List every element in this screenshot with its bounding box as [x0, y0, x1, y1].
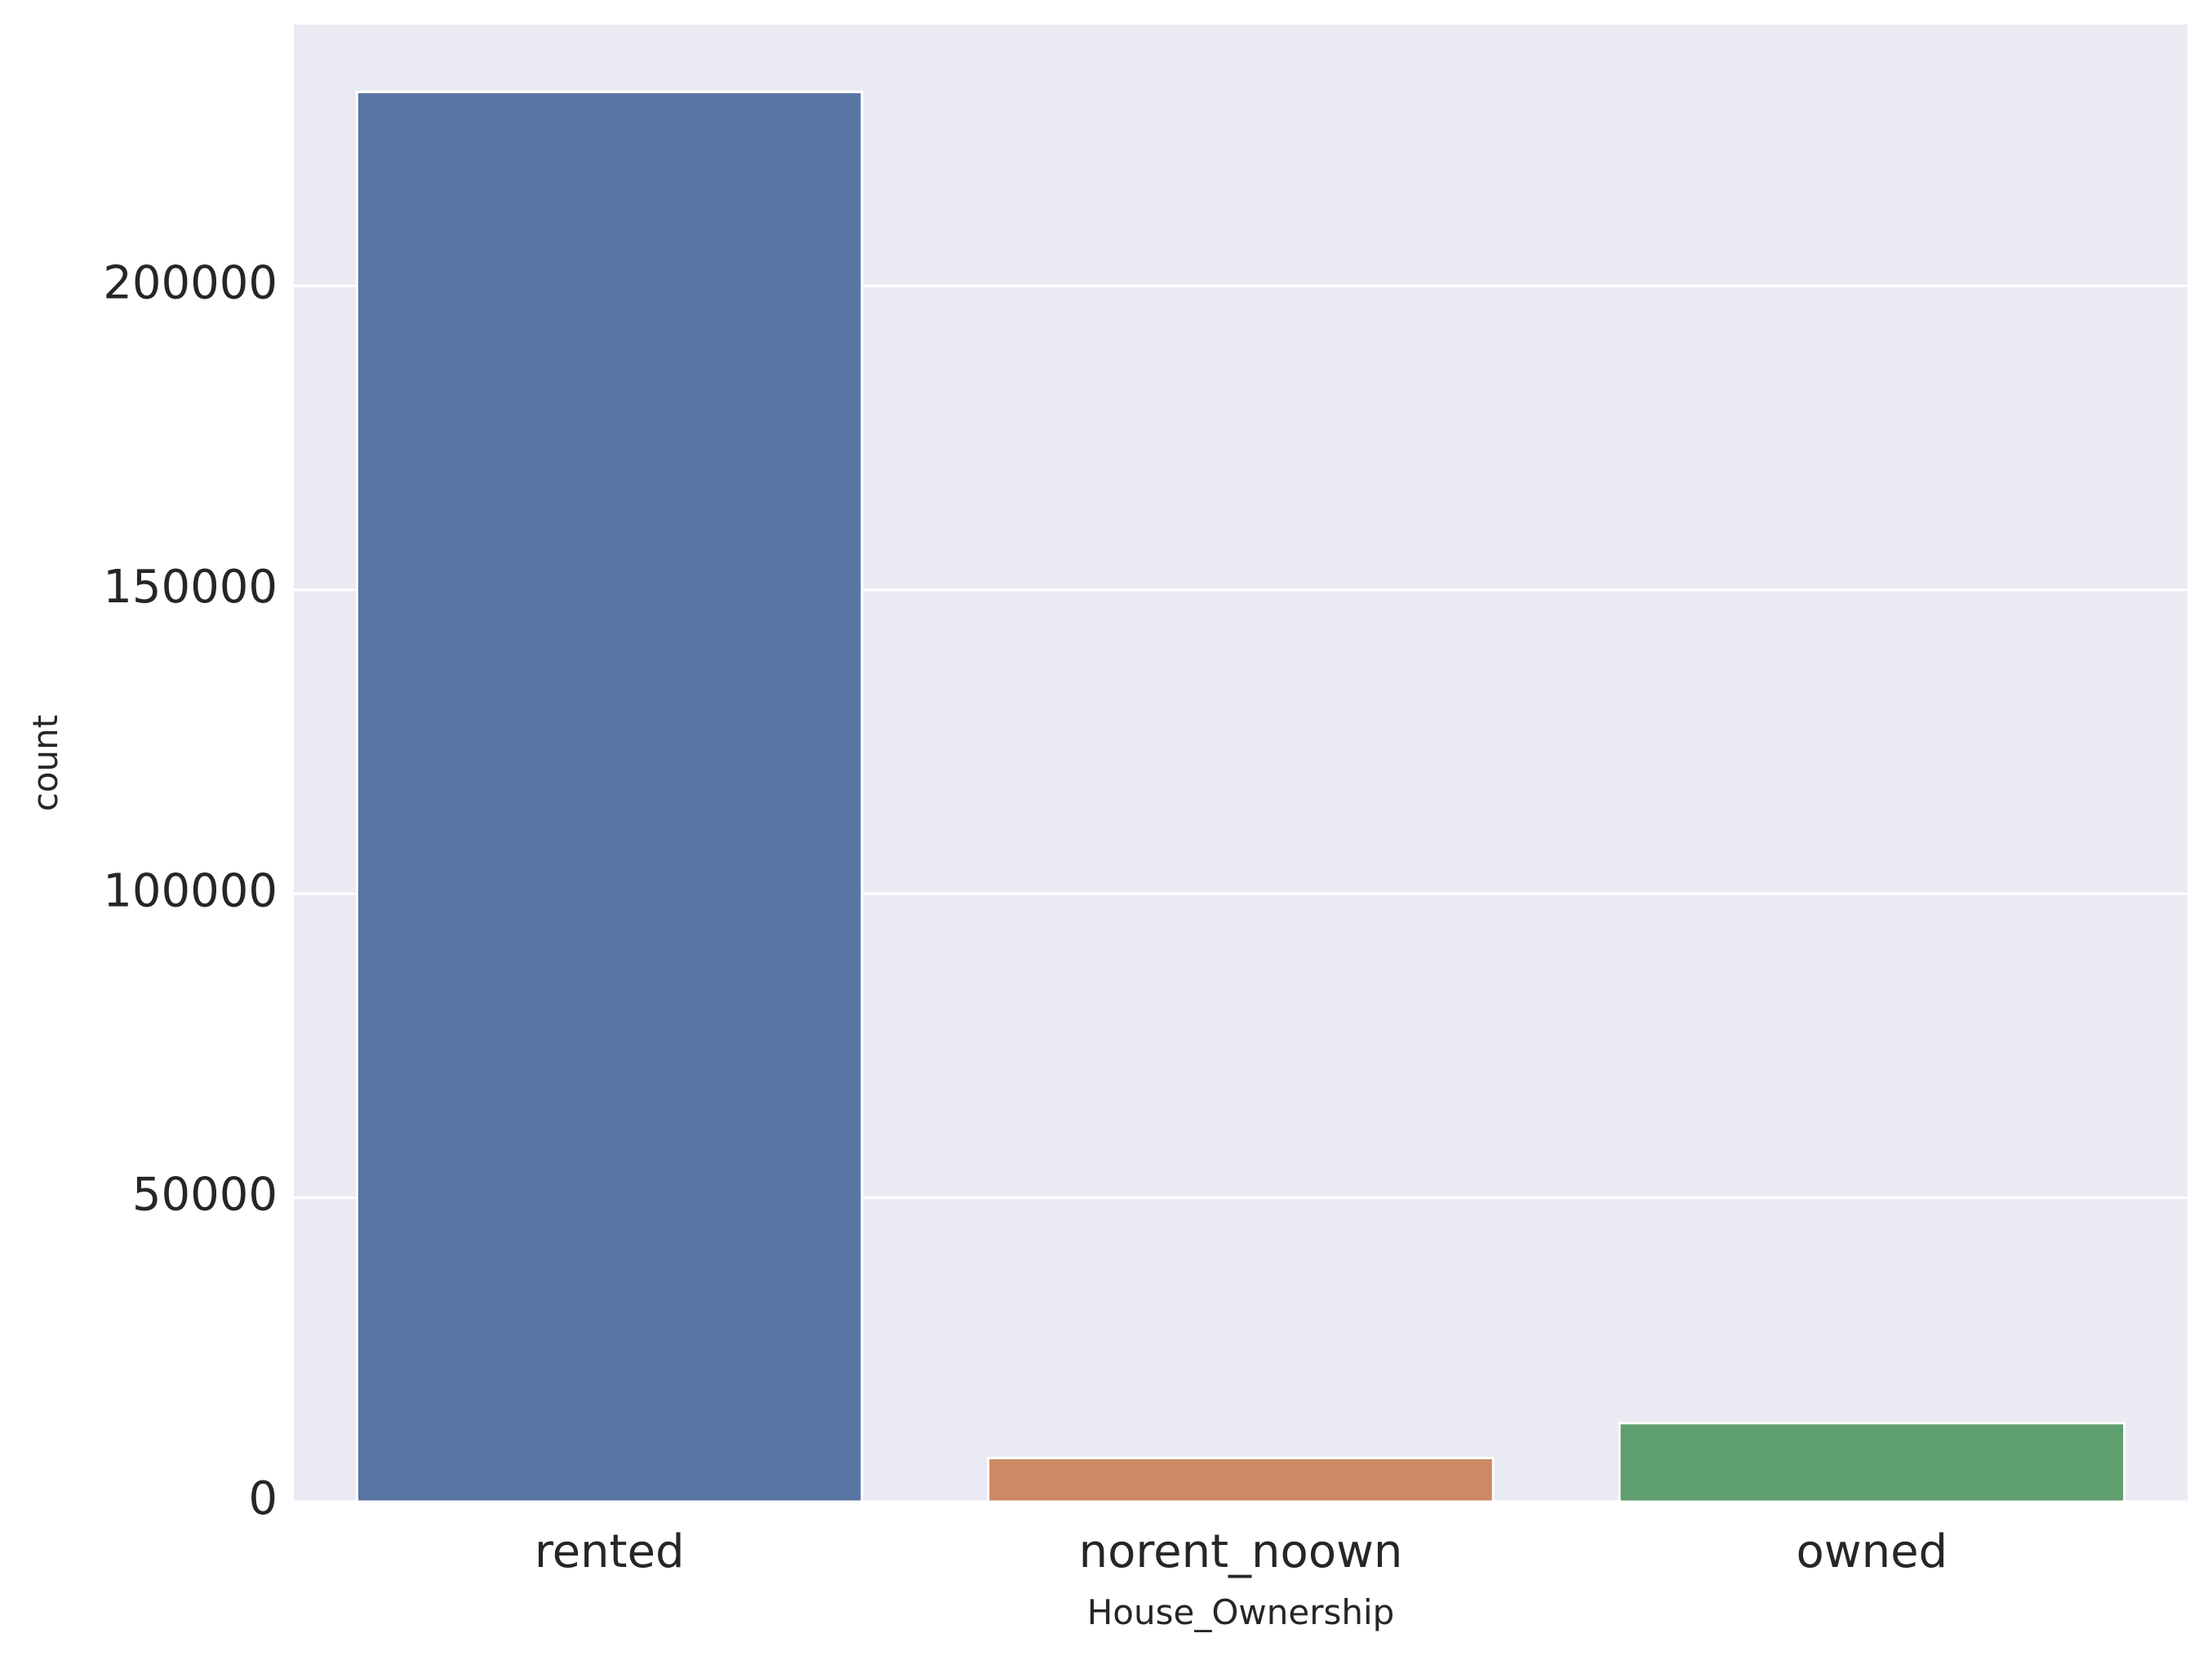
x-axis-ticks: rented norent_noown owned [535, 1525, 1948, 1578]
x-axis-label: House_Ownership [1087, 1592, 1395, 1632]
y-tick-label: 200000 [103, 256, 278, 309]
bar-rented [355, 91, 864, 1503]
y-axis-label: count [25, 715, 65, 812]
y-tick-label: 0 [248, 1472, 278, 1525]
y-tick-label: 100000 [103, 864, 278, 917]
y-tick-label: 150000 [103, 561, 278, 614]
x-tick-label: owned [1797, 1525, 1948, 1578]
x-tick-label: norent_noown [1079, 1525, 1403, 1578]
bar-norent_noown [987, 1456, 1495, 1503]
x-tick-label: rented [535, 1525, 685, 1578]
y-tick-label: 50000 [132, 1169, 278, 1222]
bar-owned [1618, 1422, 2126, 1503]
y-axis-ticks: 0 50000 100000 150000 200000 [103, 256, 278, 1525]
bars [355, 91, 2126, 1503]
